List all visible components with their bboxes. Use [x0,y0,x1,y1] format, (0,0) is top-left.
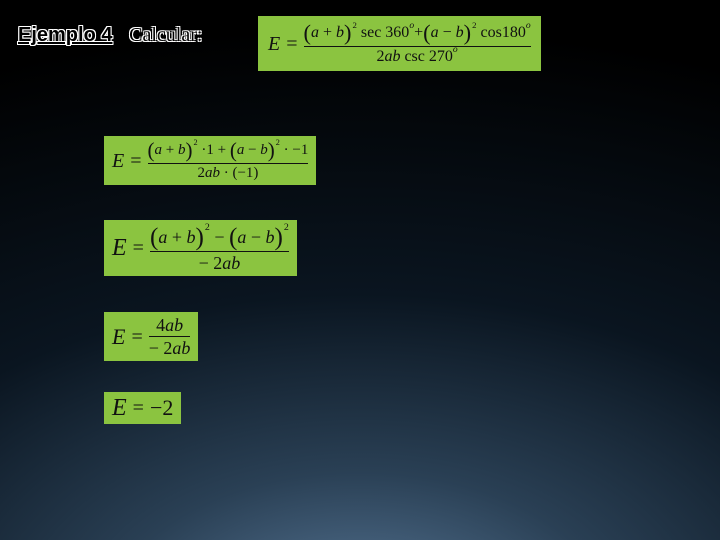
example-label: Ejemplo 4 [18,24,112,46]
fraction: 4ab − 2ab [149,316,191,357]
numerator: (a + b)2 sec 360o + (a − b)2 cos180o [304,22,531,44]
lhs: E [112,236,127,260]
equation-result: E = −2 [104,392,181,424]
equals: = [124,151,147,171]
lhs: E [112,396,127,420]
fraction: (a + b)2 sec 360o + (a − b)2 cos180o 2ab… [304,22,531,65]
lhs: E [112,326,125,348]
fraction: (a + b)2 ·1 + (a − b)2 · −1 2ab · (−1) [148,140,309,181]
numerator: (a + b)2 ·1 + (a − b)2 · −1 [148,140,309,161]
equals: = [280,34,303,54]
heading: Ejemplo 4 : Calcular: [18,24,202,47]
numerator: (a + b)2 − (a − b)2 [150,224,289,249]
slide: Ejemplo 4 : Calcular: E = (a + b)2 sec 3… [0,0,720,540]
prompt: Calcular: [129,24,202,46]
lhs: E [268,34,280,54]
separator: : [112,24,129,46]
denominator: 2ab csc 270o [376,49,457,65]
equation-step-3: E = 4ab − 2ab [104,312,198,361]
equals: = [127,398,150,418]
lhs: E [112,151,124,171]
equals: = [125,327,148,347]
denominator: − 2ab [199,254,241,272]
rhs: −2 [150,397,173,419]
equation-problem: E = (a + b)2 sec 360o + (a − b)2 cos180o… [258,16,541,71]
denominator: 2ab · (−1) [197,166,258,181]
equation-step-1: E = (a + b)2 ·1 + (a − b)2 · −1 2ab · (−… [104,136,316,185]
numerator: 4ab [156,316,183,334]
denominator: − 2ab [149,339,191,357]
fraction: (a + b)2 − (a − b)2 − 2ab [150,224,289,272]
equation-step-2: E = (a + b)2 − (a − b)2 − 2ab [104,220,297,276]
equals: = [127,238,150,258]
